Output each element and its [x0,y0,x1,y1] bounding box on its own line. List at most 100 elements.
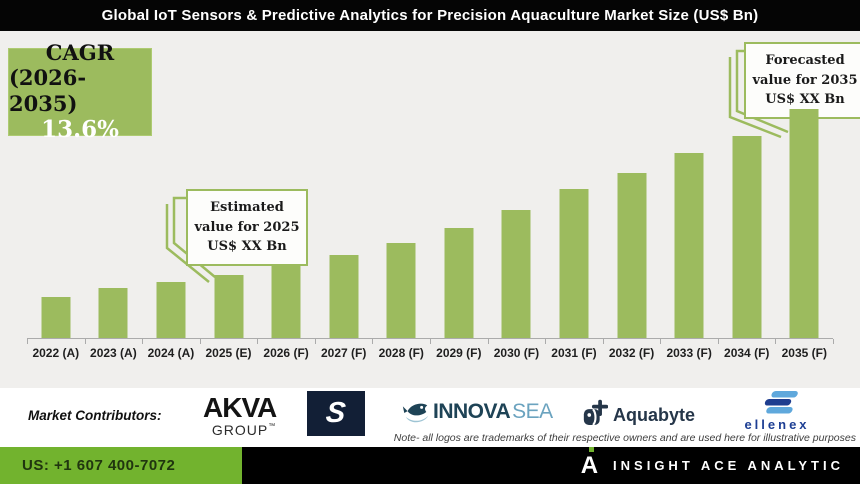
akva-group-text: GROUP [211,422,269,438]
akva-group-logo: AKVA GROUP™ [203,392,277,438]
green-dot-icon [588,446,594,452]
cagr-label: CAGR [45,39,115,65]
scaleaq-s-mark: S [324,397,348,429]
axis-tick [833,339,834,344]
phone-number: US: +1 607 400-7072 [0,447,242,484]
x-axis-label: 2026 (F) [263,346,309,360]
bar-column: 2026 (F) [257,31,315,360]
bar-column: 2028 (F) [372,31,430,360]
x-axis-label: 2022 (A) [32,346,80,360]
axis-tick [602,339,604,344]
bar-column: 2023 (A) [85,31,143,360]
axis-tick [487,339,489,344]
estimated-value-callout: Estimated value for 2025 US$ XX Bn [186,189,308,266]
market-contributors-strip: Market Contributors: AKVA GROUP™ S INNOV… [0,388,860,447]
estimated-line1: Estimated [210,200,284,215]
axis-tick [775,339,777,344]
axis-tick [314,339,316,344]
x-axis-label: 2031 (F) [551,346,597,360]
ellenex-icon [764,391,798,414]
x-axis-label: 2023 (A) [90,346,137,360]
bar-2022 [41,297,71,338]
bar-2023 [98,288,128,338]
bar-column: 2027 (F) [315,31,373,360]
scaleaq-logo: S [307,391,365,436]
bar-column: 2031 (F) [545,31,603,360]
cagr-value: 13.6% [41,116,119,144]
bar-column: 2029 (F) [430,31,488,360]
axis-tick [372,339,374,344]
bar-2025 [214,275,244,338]
insight-ace-analytic-logo: A INSIGHT ACE ANALYTIC [580,446,844,484]
insight-ace-a-mark: A [580,446,599,479]
x-axis-label: 2029 (F) [436,346,482,360]
innovasea-wordmark-dark: INNOVA [433,400,511,423]
chart-area: CAGR (2026-2035) 13.6% Estimated value f… [0,31,860,388]
axis-tick [199,339,201,344]
ellenex-logo: ellenex [727,390,827,432]
insight-ace-wordmark: INSIGHT ACE ANALYTIC [613,458,844,473]
aquabyte-wordmark: Aquabyte [613,404,696,425]
bar-2024 [156,282,186,338]
market-contributors-label: Market Contributors: [28,408,162,423]
akva-group-wordmark: GROUP™ [203,423,276,437]
bar-2033 [674,153,704,338]
axis-tick [545,339,547,344]
x-axis-label: 2035 (F) [781,346,827,360]
forecasted-line1: Forecasted [765,53,845,68]
bar-2027 [329,255,359,338]
chart-title: Global IoT Sensors & Predictive Analytic… [101,7,759,24]
a-letter: A [580,451,599,479]
bar-2029 [444,228,474,338]
bar-2030 [501,210,531,338]
forecasted-line3: US$ XX Bn [765,92,845,107]
akva-wordmark: AKVA [203,392,277,423]
bar-2035 [789,109,819,338]
bar-column: 2035 (F) [776,31,834,360]
forecasted-line2: value for 2035 [752,72,858,88]
title-bar: Global IoT Sensors & Predictive Analytic… [0,0,860,31]
x-axis-label: 2030 (F) [493,346,540,360]
innovasea-fish-icon [402,403,429,423]
cagr-period: (2026-2035) [9,65,87,116]
bar-column: 2025 (E) [200,31,258,360]
cagr-badge: CAGR (2026-2035) 13.6% [8,40,152,143]
x-axis-line [27,338,834,344]
bar-column: 2032 (F) [603,31,661,360]
innovasea-logo: INNOVA SEA [401,397,553,427]
axis-tick [27,339,28,344]
axis-tick [430,339,431,344]
ellenex-wordmark: ellenex [744,417,810,432]
x-axis-label: 2027 (F) [320,346,367,360]
innovasea-wordmark-light: SEA [512,400,553,423]
bar-2032 [617,173,647,338]
estimated-line2: value for 2025 [194,219,300,235]
forecasted-value-callout: Forecasted value for 2035 US$ XX Bn [744,42,860,119]
x-axis-label: 2032 (F) [608,346,655,360]
axis-tick [717,339,719,344]
estimated-line3: US$ XX Bn [207,239,287,254]
bar-chart-plot: 2022 (A) 2023 (A) 2024 (A) 2025 (E) 2026 (F)… [27,31,834,360]
x-axis-label: 2033 (F) [666,346,712,360]
bar-2028 [386,243,416,338]
bar-column: 2034 (F) [718,31,776,360]
bar-2026 [271,266,301,338]
axis-tick [257,339,259,344]
bar-column: 2033 (F) [660,31,718,360]
footer-bar: US: +1 607 400-7072 A INSIGHT ACE ANALYT… [0,446,860,484]
trademark-note: Note- all logos are trademarks of their … [393,432,856,444]
axis-tick [142,339,144,344]
bar-column: 2024 (A) [142,31,200,360]
x-axis-label: 2025 (E) [205,346,252,360]
bar-column: 2030 (F) [488,31,546,360]
bar-2034 [732,136,762,338]
x-axis-label: 2028 (F) [378,346,424,360]
trademark-symbol: ™ [268,423,277,430]
x-axis-label: 2034 (F) [724,346,770,360]
axis-tick [660,339,662,344]
aquabyte-logo: Aquabyte [578,399,695,431]
axis-tick [84,339,86,344]
aquabyte-icon [583,399,608,426]
bar-column: 2022 (A) [27,31,85,360]
